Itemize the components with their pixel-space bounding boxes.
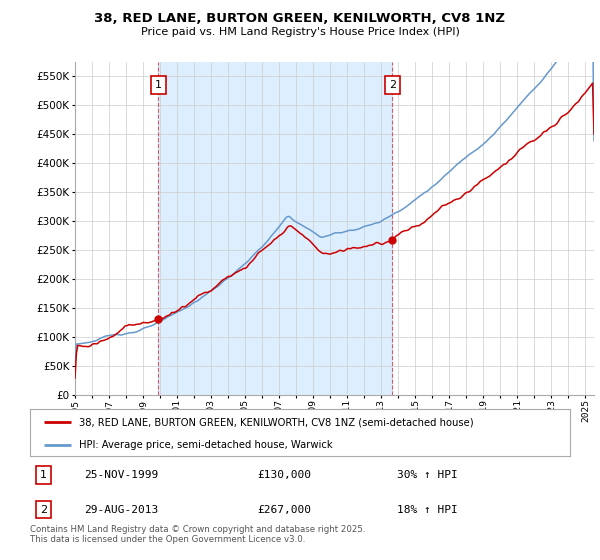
Text: 2: 2: [389, 80, 396, 90]
Text: Price paid vs. HM Land Registry's House Price Index (HPI): Price paid vs. HM Land Registry's House …: [140, 27, 460, 37]
Text: Contains HM Land Registry data © Crown copyright and database right 2025.
This d: Contains HM Land Registry data © Crown c…: [30, 525, 365, 544]
Bar: [158, 62, 392, 395]
Text: 18% ↑ HPI: 18% ↑ HPI: [397, 505, 458, 515]
Text: 38, RED LANE, BURTON GREEN, KENILWORTH, CV8 1NZ (semi-detached house): 38, RED LANE, BURTON GREEN, KENILWORTH, …: [79, 417, 473, 427]
Text: 2: 2: [40, 505, 47, 515]
Text: £130,000: £130,000: [257, 470, 311, 480]
Text: 1: 1: [40, 470, 47, 480]
Text: 1: 1: [155, 80, 162, 90]
Text: HPI: Average price, semi-detached house, Warwick: HPI: Average price, semi-detached house,…: [79, 440, 332, 450]
Text: 38, RED LANE, BURTON GREEN, KENILWORTH, CV8 1NZ: 38, RED LANE, BURTON GREEN, KENILWORTH, …: [95, 12, 505, 25]
Text: 30% ↑ HPI: 30% ↑ HPI: [397, 470, 458, 480]
Text: 25-NOV-1999: 25-NOV-1999: [84, 470, 158, 480]
Text: 29-AUG-2013: 29-AUG-2013: [84, 505, 158, 515]
Text: £267,000: £267,000: [257, 505, 311, 515]
